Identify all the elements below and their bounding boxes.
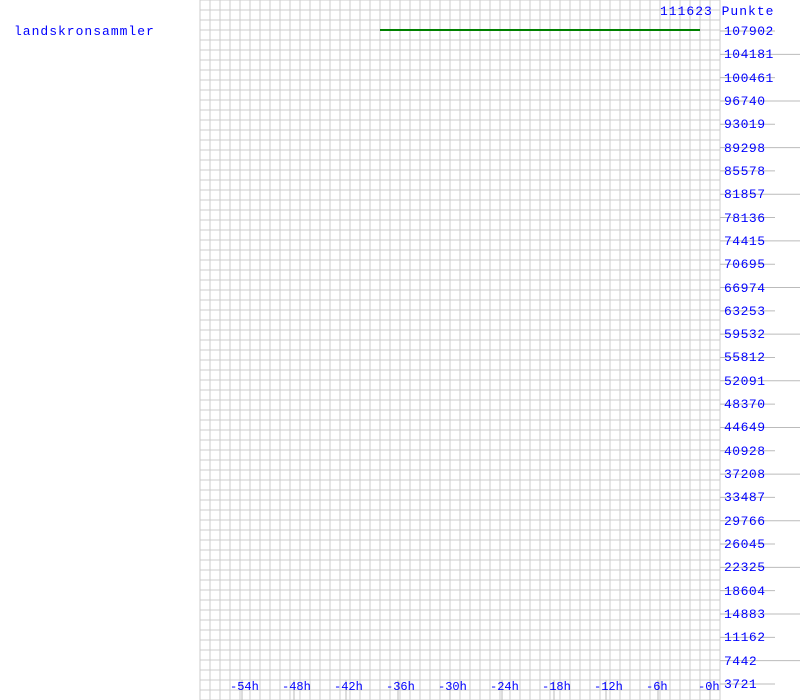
y-tick-label: 100461 [724,71,774,86]
x-tick-label: -12h [594,680,623,694]
y-tick-label: 40928 [724,444,766,459]
x-tick-label: -48h [282,680,311,694]
plot-layer [0,0,800,700]
y-tick-label: 14883 [724,607,766,622]
x-tick-label: -54h [230,680,259,694]
y-tick-label: 18604 [724,584,766,599]
x-tick-label: -36h [386,680,415,694]
y-tick-label: 7442 [724,654,757,669]
x-tick-label: -42h [334,680,363,694]
y-tick-label: 107902 [724,24,774,39]
y-tick-label: 74415 [724,234,766,249]
x-tick-label: -30h [438,680,467,694]
x-tick-label: -0h [698,680,720,694]
y-tick-label: 85578 [724,164,766,179]
y-tick-label: 78136 [724,211,766,226]
y-tick-label: 55812 [724,350,766,365]
y-tick-label: 59532 [724,327,766,342]
y-tick-label: 93019 [724,117,766,132]
y-tick-label: 104181 [724,47,774,62]
y-tick-label: 81857 [724,187,766,202]
y-tick-label: 37208 [724,467,766,482]
y-tick-label: 33487 [724,490,766,505]
y-tick-label: 22325 [724,560,766,575]
y-tick-label: 96740 [724,94,766,109]
y-tick-label: 52091 [724,374,766,389]
y-tick-label: 44649 [724,420,766,435]
chart-title: 111623 Punkte [660,4,774,19]
y-tick-label: 29766 [724,514,766,529]
y-tick-label: 89298 [724,141,766,156]
y-tick-label: 3721 [724,677,757,692]
legend-label: landskronsammler [14,24,155,39]
y-tick-label: 26045 [724,537,766,552]
y-tick-label: 11162 [724,630,766,645]
y-tick-label: 70695 [724,257,766,272]
chart-container: landskronsammler 111623 Punkte 107902 104… [0,0,800,700]
y-tick-label: 63253 [724,304,766,319]
y-tick-label: 48370 [724,397,766,412]
y-tick-label: 66974 [724,281,766,296]
x-tick-label: -18h [542,680,571,694]
x-tick-label: -24h [490,680,519,694]
x-tick-label: -6h [646,680,668,694]
